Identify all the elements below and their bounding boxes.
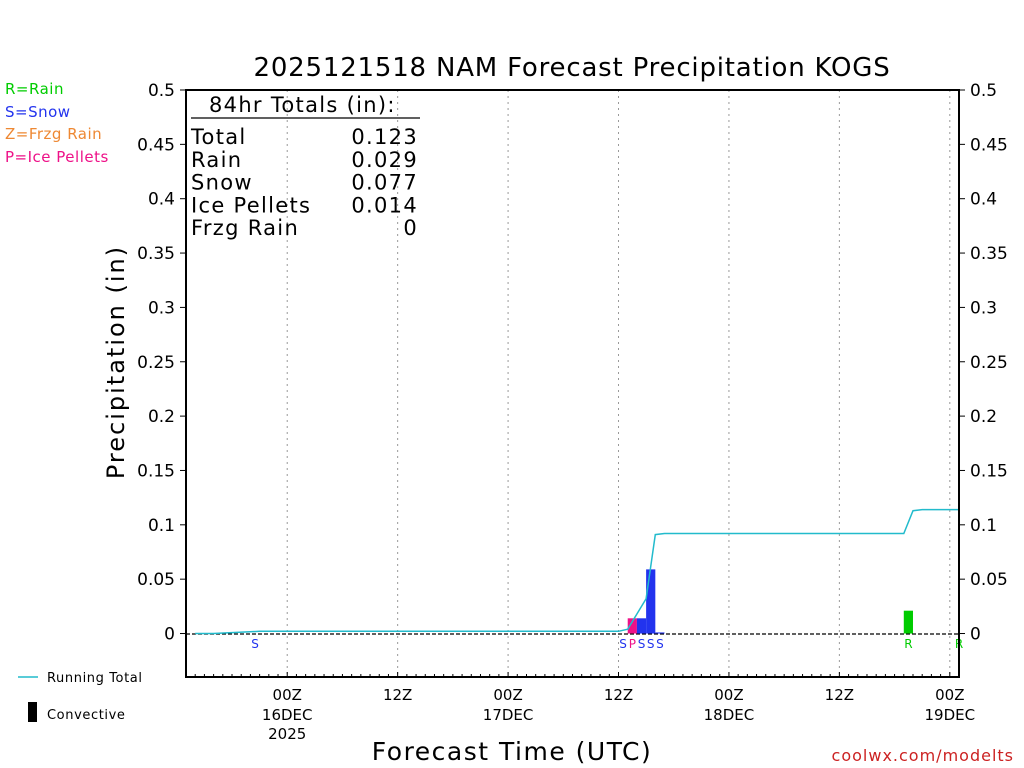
precip-bar [655, 632, 665, 634]
totals-row-label: Frzg Rain [191, 216, 299, 240]
y-tick-label-right: 0.1 [970, 516, 997, 536]
y-axis-label: Precipitation (in) [102, 245, 130, 479]
x-tick-time: 12Z [383, 686, 412, 704]
vertical-grid-lines [286, 90, 951, 677]
totals-box: 84hr Totals (in): Total 0.123 Rain 0.029 Sno… [190, 93, 420, 240]
x-tick-time: 12Z [825, 686, 854, 704]
y-tick-label-right: 0.35 [970, 244, 1008, 264]
y-tick-label-left: 0.05 [137, 570, 175, 590]
legend-P-label: P=Ice Pellets [5, 147, 109, 166]
y-tick-label-right: 0.3 [970, 298, 997, 318]
x-tick-time: 00Z [935, 686, 964, 704]
y-tick-label-right: 0.2 [970, 407, 997, 427]
y-tick-label-left: 0.3 [148, 298, 175, 318]
convective-legend-label: Convective [47, 708, 126, 723]
y-tick-label-left: 0 [164, 625, 175, 645]
y-tick-label-left: 0.25 [137, 353, 175, 373]
totals-row-value: 0.077 [351, 171, 418, 195]
chart-title: 2025121518 NAM Forecast Precipitation KO… [253, 53, 890, 83]
y-tick-label-right: 0.15 [970, 461, 1008, 481]
precip-type-marker: S [619, 637, 627, 651]
x-tick-time: 12Z [604, 686, 633, 704]
totals-row-label: Snow [191, 171, 253, 195]
convective-legend-swatch [28, 702, 37, 722]
y-tick-label-left: 0.5 [148, 81, 175, 101]
right-y-axis: 0 0.05 0.1 0.15 0.2 0.25 0.3 0.35 0.4 0.45 0.5 [959, 81, 1008, 645]
precip-bar [627, 618, 637, 634]
totals-heading: 84hr Totals (in): [209, 93, 396, 117]
legend-Z-label: Z=Frzg Rain [5, 125, 103, 143]
x-tick-day: 18DEC [704, 706, 755, 724]
precip-type-marker: P [629, 637, 636, 651]
x-tick-time: 00Z [493, 686, 522, 704]
precip-bar [646, 569, 656, 634]
totals-row-label: Ice Pellets [191, 193, 311, 217]
y-tick-label-right: 0.05 [970, 570, 1008, 590]
precip-type-marker: S [638, 637, 646, 651]
precip-type-marker: R [904, 637, 912, 651]
y-tick-label-right: 0.4 [970, 190, 997, 210]
legend-S-label: S=Snow [5, 102, 71, 121]
y-tick-label-left: 0.2 [148, 407, 175, 427]
precip-bars [627, 569, 913, 634]
y-tick-label-right: 0 [970, 625, 981, 645]
left-y-axis: 0 0.05 0.1 0.15 0.2 0.25 0.3 0.35 0.4 0.45 0.5 [137, 81, 186, 645]
bottom-legend: Running Total Convective [18, 671, 143, 723]
running-total-line [195, 508, 959, 635]
precip-bar [636, 618, 647, 634]
y-tick-label-right: 0.45 [970, 135, 1008, 155]
x-tick-time: 00Z [714, 686, 743, 704]
precip-type-marker: S [647, 637, 655, 651]
totals-row-label: Rain [191, 148, 242, 172]
totals-row-value: 0.123 [351, 125, 418, 149]
y-tick-label-right: 0.5 [970, 81, 997, 101]
totals-row-value: 0.014 [351, 193, 418, 217]
x-tick-day: 16DEC [262, 706, 313, 724]
y-tick-label-left: 0.45 [137, 135, 175, 155]
precip-type-marker: S [656, 637, 664, 651]
y-tick-label-left: 0.15 [137, 461, 175, 481]
credit-text: coolwx.com/modelts [832, 746, 1014, 765]
y-tick-label-left: 0.35 [137, 244, 175, 264]
x-tick-day: 19DEC [925, 706, 976, 724]
x-tick-day: 17DEC [483, 706, 534, 724]
x-tick-year: 2025 [268, 725, 306, 743]
x-tick-time: 00Z [273, 686, 302, 704]
totals-row-value: 0 [403, 216, 418, 240]
precip-bar [903, 610, 913, 634]
x-axis-label: Forecast Time (UTC) [372, 737, 652, 766]
plot-frame [185, 89, 960, 678]
y-tick-label-left: 0.1 [148, 516, 175, 536]
totals-row-value: 0.029 [351, 148, 418, 172]
totals-row-label: Total [190, 125, 247, 149]
precip-type-marker: S [251, 637, 259, 651]
y-tick-label-right: 0.25 [970, 353, 1008, 373]
running-total-legend-label: Running Total [47, 671, 143, 686]
legend-R-label: R=Rain [5, 80, 64, 98]
y-tick-label-left: 0.4 [148, 190, 175, 210]
